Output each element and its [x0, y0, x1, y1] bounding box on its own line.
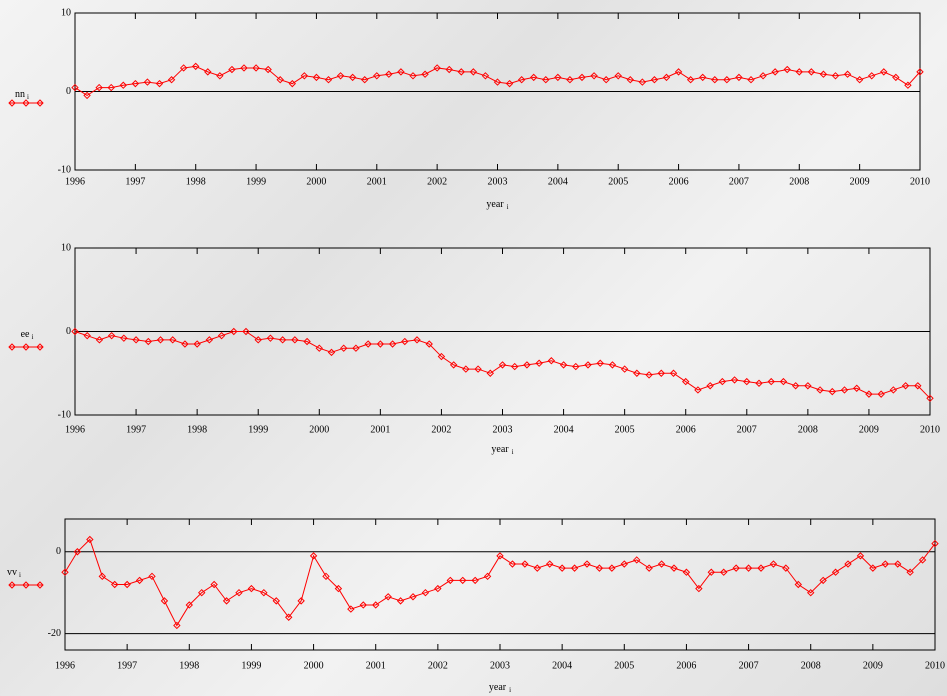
- x-tick-label: 1999: [246, 176, 266, 187]
- x-tick-label: 2006: [676, 424, 696, 435]
- x-tick-label: 1999: [241, 660, 261, 671]
- y-tick-label: 0: [56, 546, 61, 557]
- x-tick-label: 1996: [55, 660, 75, 671]
- y-axis-label-name: nn: [15, 89, 25, 100]
- x-tick-label: 2001: [367, 176, 387, 187]
- y-tick-label: 0: [66, 326, 71, 337]
- x-tick-label: 1996: [65, 424, 85, 435]
- x-tick-label: 2010: [910, 176, 930, 187]
- y-tick-label: 10: [61, 7, 71, 18]
- x-tick-label: 2009: [863, 660, 883, 671]
- series-line: [75, 332, 930, 399]
- x-tick-label: 1998: [186, 176, 206, 187]
- y-tick-label: -20: [48, 628, 61, 639]
- y-tick-label: -10: [58, 164, 71, 175]
- x-tick-label: 2000: [309, 424, 329, 435]
- x-axis-label-name: year: [489, 682, 507, 693]
- y-tick-label: 0: [66, 86, 71, 97]
- x-tick-label: 2003: [490, 660, 510, 671]
- x-tick-label: 2008: [789, 176, 809, 187]
- y-axis-label-sub: i: [31, 333, 33, 341]
- y-tick-label: -10: [58, 409, 71, 420]
- x-axis-label-name: year: [486, 199, 504, 210]
- x-tick-label: 1996: [65, 176, 85, 187]
- x-tick-label: 2005: [615, 424, 635, 435]
- x-tick-label: 2010: [925, 660, 945, 671]
- x-tick-label: 2003: [493, 424, 513, 435]
- x-tick-label: 1997: [126, 424, 146, 435]
- x-tick-label: 2004: [552, 660, 572, 671]
- y-axis-label: vvi: [7, 567, 21, 578]
- x-tick-label: 2000: [306, 176, 326, 187]
- x-tick-label: 2007: [737, 424, 757, 435]
- x-axis-label-name: year: [491, 444, 509, 455]
- x-tick-label: 2005: [614, 660, 634, 671]
- chart: -10 0 10 1996 1997 1998 1999 2000 2001 2002 2003 20…: [0, 0, 947, 696]
- x-tick-label: 2006: [676, 660, 696, 671]
- x-tick-label: 2008: [798, 424, 818, 435]
- x-axis-label: yeari: [486, 199, 508, 210]
- y-axis-label-name: ee: [21, 329, 30, 340]
- x-tick-label: 2001: [370, 424, 390, 435]
- x-tick-label: 2010: [920, 424, 940, 435]
- x-tick-label: 1997: [117, 660, 137, 671]
- x-tick-label: 2002: [428, 660, 448, 671]
- x-axis-label: yeari: [491, 444, 513, 455]
- x-tick-label: 2008: [801, 660, 821, 671]
- x-tick-label: 2001: [366, 660, 386, 671]
- y-tick-label: 10: [61, 242, 71, 253]
- x-tick-label: 2003: [488, 176, 508, 187]
- plot-frame: [65, 519, 935, 650]
- y-axis-label: nni: [15, 89, 29, 100]
- x-tick-label: 1999: [248, 424, 268, 435]
- y-axis-label-sub: i: [19, 571, 21, 579]
- x-tick-label: 2000: [304, 660, 324, 671]
- x-tick-label: 1997: [125, 176, 145, 187]
- x-tick-label: 2009: [850, 176, 870, 187]
- x-tick-label: 1998: [187, 424, 207, 435]
- x-tick-label: 2004: [548, 176, 568, 187]
- x-tick-label: 2006: [669, 176, 689, 187]
- x-axis-label-sub: i: [507, 203, 509, 211]
- y-axis-label: eei: [21, 329, 34, 340]
- x-tick-label: 2004: [554, 424, 574, 435]
- x-tick-label: 2009: [859, 424, 879, 435]
- x-tick-label: 2007: [739, 660, 759, 671]
- x-tick-label: 2002: [431, 424, 451, 435]
- y-axis-label-name: vv: [7, 567, 17, 578]
- x-axis-label-sub: i: [509, 686, 511, 694]
- x-tick-label: 2005: [608, 176, 628, 187]
- x-axis-label-sub: i: [512, 448, 514, 456]
- y-axis-label-sub: i: [27, 93, 29, 101]
- x-tick-label: 2002: [427, 176, 447, 187]
- x-tick-label: 1998: [179, 660, 199, 671]
- x-tick-label: 2007: [729, 176, 749, 187]
